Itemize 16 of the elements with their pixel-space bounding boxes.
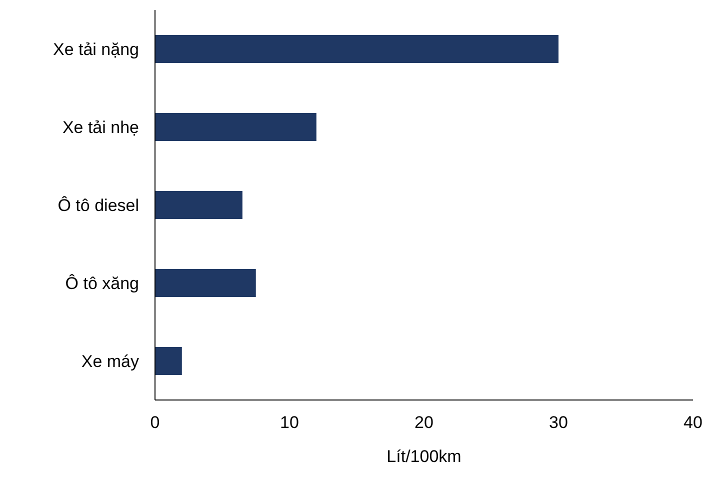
bar	[155, 191, 242, 219]
bar	[155, 269, 256, 297]
x-axis-title: Lít/100km	[386, 447, 462, 466]
y-tick-label: Ô tô xăng	[65, 274, 139, 294]
bar	[155, 35, 558, 63]
x-tick-label: 0	[150, 413, 160, 432]
bar	[155, 113, 316, 141]
x-tick-label: 10	[280, 413, 299, 432]
x-tick-label: 20	[414, 413, 434, 432]
y-tick-label: Ô tô diesel	[58, 196, 139, 216]
y-tick-label: Xe tải nhẹ	[62, 118, 139, 138]
y-tick-label: Xe tải nặng	[52, 40, 139, 60]
bar	[155, 347, 182, 375]
x-tick-label: 30	[549, 413, 568, 432]
y-tick-label: Xe máy	[81, 352, 140, 372]
x-tick-label: 40	[684, 413, 702, 432]
